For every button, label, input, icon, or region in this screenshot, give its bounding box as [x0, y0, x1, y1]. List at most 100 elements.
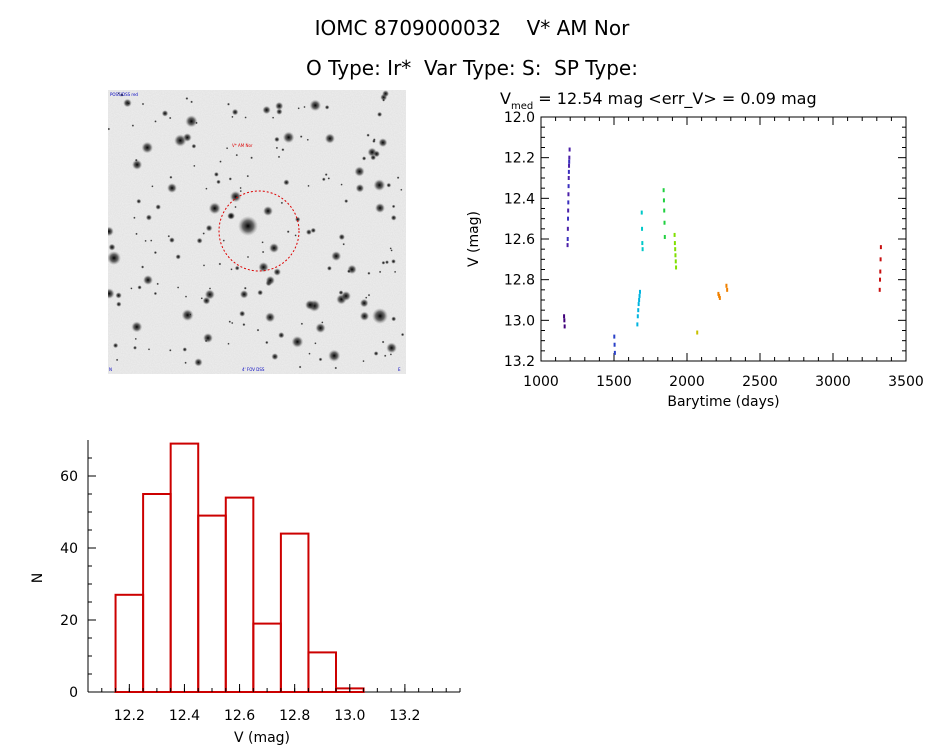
background-star — [390, 249, 393, 252]
x-axis-label: V (mag) — [234, 730, 290, 746]
data-point — [662, 188, 665, 193]
y-tick-label: 20 — [60, 613, 78, 629]
x-tick-label: 12.4 — [169, 708, 200, 724]
background-star — [378, 270, 382, 274]
background-star — [324, 133, 335, 144]
data-point — [567, 176, 570, 180]
background-star — [222, 239, 225, 242]
background-star — [275, 101, 284, 111]
background-star — [355, 183, 365, 193]
bright-star — [341, 291, 351, 301]
y-tick-label: 12.8 — [504, 273, 535, 289]
title-rest: = 12.54 mag <err_V> = 0.09 mag — [533, 89, 816, 109]
data-point — [674, 259, 677, 264]
background-star — [381, 340, 385, 344]
background-star — [306, 138, 309, 141]
spectral-type: SP Type: — [554, 56, 638, 80]
data-point — [879, 269, 882, 274]
background-star — [265, 312, 276, 323]
background-star — [153, 291, 158, 296]
data-point — [566, 226, 569, 231]
y-tick-label: 12.0 — [504, 110, 535, 126]
background-star — [300, 322, 304, 326]
y-tick-label: 13.0 — [504, 313, 535, 329]
background-star — [161, 110, 169, 117]
background-star — [391, 316, 397, 322]
y-axis-label: N — [30, 573, 46, 583]
bright-star — [372, 308, 388, 324]
data-point — [563, 324, 566, 329]
background-star — [229, 190, 242, 203]
background-star — [308, 352, 311, 355]
background-star — [326, 265, 332, 271]
data-point — [879, 277, 882, 282]
background-star — [372, 139, 376, 143]
background-star — [115, 292, 122, 299]
background-star — [382, 98, 386, 102]
background-star — [383, 354, 387, 358]
background-star — [202, 232, 205, 235]
background-star — [120, 93, 124, 97]
background-star — [283, 179, 290, 186]
background-star — [151, 185, 154, 188]
background-star — [367, 293, 371, 297]
variable-name: V* AM Nor — [526, 16, 630, 40]
background-star — [205, 224, 213, 232]
x-tick-label: 13.2 — [389, 708, 420, 724]
background-star — [144, 239, 147, 243]
y-tick-label: 12.4 — [504, 191, 535, 207]
background-star — [282, 131, 295, 144]
image-label-bottom-right: E — [398, 367, 401, 372]
data-point — [567, 216, 570, 221]
y-tick-label: 0 — [69, 685, 78, 701]
background-star — [234, 265, 240, 271]
background-star — [194, 358, 203, 367]
background-star — [231, 108, 239, 116]
background-star — [196, 237, 203, 244]
data-point — [638, 289, 641, 294]
background-star — [195, 121, 198, 125]
background-star — [150, 239, 153, 242]
background-star — [298, 365, 302, 369]
background-star — [250, 156, 254, 160]
background-star — [131, 124, 135, 127]
image-label-top-left: POSS/DSS red — [110, 92, 138, 97]
data-point — [567, 169, 570, 174]
x-axis-label: Barytime (days) — [667, 394, 779, 410]
background-star — [112, 342, 119, 349]
bright-star — [143, 275, 153, 285]
image-label-bottom-center: 4' FOV DSS — [242, 367, 265, 372]
magnitude-histogram: 0 20 40 60 12.2 12.4 12.6 12.8 13.0 13.2 V (mag) N — [30, 440, 461, 746]
background-star — [242, 323, 246, 327]
background-star — [239, 310, 246, 317]
data-point — [567, 184, 570, 189]
background-star — [314, 342, 317, 345]
background-star — [239, 290, 249, 299]
image-label-bottom-left: N — [109, 367, 112, 372]
background-star — [204, 289, 215, 300]
background-star — [258, 262, 269, 273]
background-star — [225, 147, 229, 150]
background-star — [327, 177, 331, 180]
background-star — [318, 357, 323, 362]
background-star — [389, 247, 392, 250]
background-star — [231, 321, 234, 325]
background-star — [116, 301, 122, 307]
background-star — [239, 189, 242, 193]
background-star — [278, 332, 285, 339]
background-star — [256, 328, 260, 332]
histogram-bar — [252, 622, 282, 694]
background-star — [340, 183, 343, 186]
data-point — [568, 147, 571, 152]
background-star — [244, 116, 247, 119]
background-star — [354, 166, 365, 177]
title-v: V — [500, 89, 511, 108]
data-point — [567, 192, 570, 197]
background-star — [208, 202, 221, 215]
background-star — [202, 264, 206, 267]
histogram-bar — [307, 651, 338, 693]
background-star — [386, 342, 397, 354]
data-point — [696, 330, 699, 335]
data-point — [613, 350, 616, 355]
x-tick-label: 3500 — [888, 374, 924, 390]
